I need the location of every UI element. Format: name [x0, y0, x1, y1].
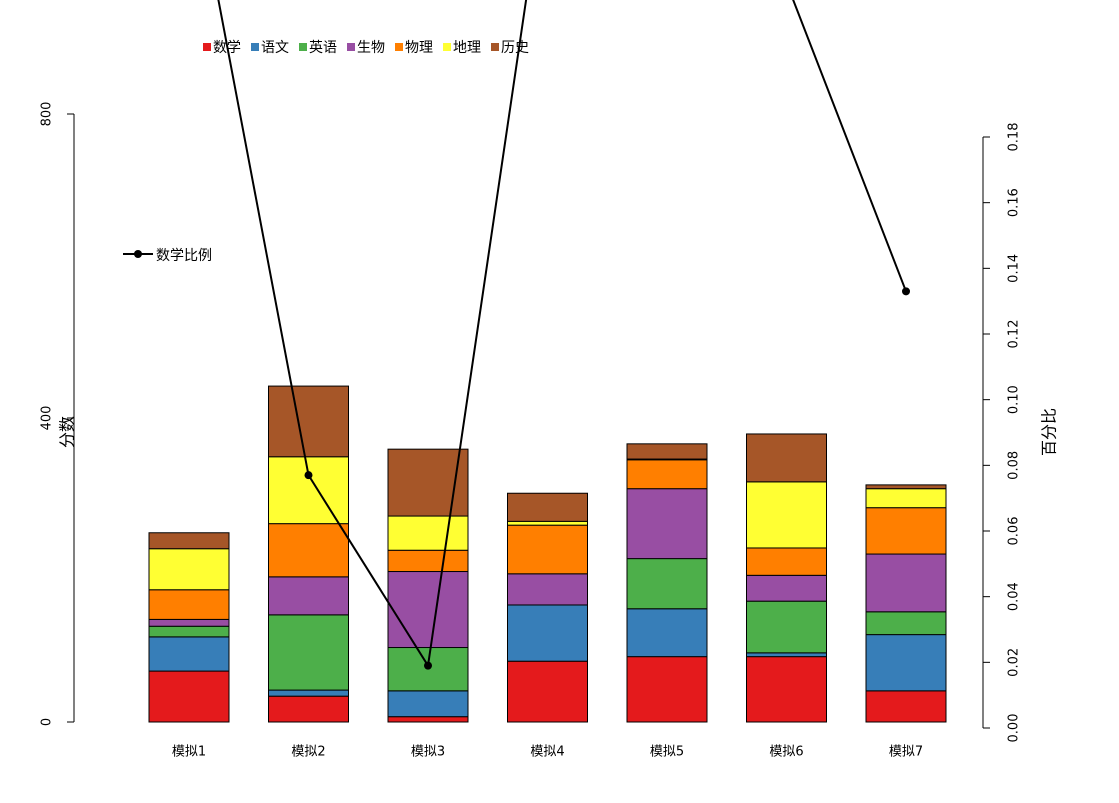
y2-tick-label: 0.18 — [1007, 123, 1022, 152]
bar-segment — [507, 520, 588, 526]
bar-segment — [148, 636, 230, 672]
bar-segment — [507, 524, 588, 575]
bar-segment — [746, 656, 827, 723]
bar-segment — [626, 459, 708, 490]
bar-segment — [507, 660, 588, 723]
bar-segment — [387, 690, 469, 718]
ratio-point — [902, 287, 910, 296]
ratio-point — [424, 661, 432, 670]
legend-label: 语文 — [261, 40, 289, 56]
y-tick-label: 400 — [40, 406, 55, 431]
y2-tick-label: 0.04 — [1007, 582, 1022, 611]
bar-segment — [865, 634, 947, 692]
bar-segment — [387, 571, 469, 649]
bar-segment — [268, 385, 349, 458]
bar-segment — [387, 448, 469, 517]
x-tick-label: 模拟5 — [650, 745, 684, 760]
y-axis-label: 分数 — [58, 416, 77, 448]
x-tick-label: 模拟1 — [172, 745, 206, 760]
y2-axis-label: 百分比 — [1040, 408, 1059, 456]
bar-segment — [865, 553, 947, 613]
bar-segment — [268, 456, 349, 525]
bar-segment — [268, 614, 349, 691]
ratio-point — [304, 471, 313, 480]
bar-segment — [626, 656, 708, 723]
y2-tick-label: 0.14 — [1007, 254, 1022, 283]
legend-label: 生物 — [357, 40, 385, 56]
legend-label: 地理 — [453, 40, 481, 56]
bar-segment — [746, 652, 827, 658]
legend-swatch — [443, 43, 451, 51]
y2-tick-label: 0.10 — [1007, 385, 1022, 414]
legend-label: 数学 — [213, 40, 241, 56]
y-tick-label: 0 — [40, 718, 55, 726]
legend-label: 英语 — [309, 39, 337, 56]
bar-segment — [387, 716, 469, 723]
bar-segment — [626, 558, 708, 610]
bar-segment — [865, 507, 947, 555]
bar-segment — [148, 625, 230, 638]
bar-segment — [865, 488, 947, 509]
legend-swatch — [299, 43, 307, 51]
y2-tick-label: 0.16 — [1007, 188, 1022, 217]
y2-tick-label: 0.08 — [1007, 451, 1022, 480]
bar-segment — [865, 690, 947, 723]
bar-segment — [746, 433, 827, 483]
y2-tick-label: 0.12 — [1007, 320, 1022, 349]
y2-tick-label: 0.02 — [1007, 648, 1022, 677]
bar-segment — [387, 515, 469, 551]
bar-segment — [507, 573, 588, 606]
x-tick-label: 模拟6 — [769, 745, 803, 760]
x-tick-label: 模拟2 — [291, 745, 325, 760]
bar-segment — [387, 549, 469, 573]
legend-swatch — [203, 43, 211, 51]
legend-swatch — [491, 43, 499, 51]
bar-segment — [746, 600, 827, 654]
x-tick-label: 模拟4 — [530, 745, 564, 760]
bar-segment — [148, 589, 230, 620]
legend-swatch — [347, 43, 355, 51]
legend-label: 历史 — [501, 40, 529, 56]
bar-segment — [148, 548, 230, 591]
legend-label: 物理 — [405, 40, 433, 56]
y2-tick-label: 0.06 — [1007, 517, 1022, 546]
x-tick-label: 模拟3 — [411, 745, 445, 760]
bar-segment — [626, 443, 708, 460]
bar-segment — [865, 484, 947, 490]
bar-segment — [746, 547, 827, 576]
bar-segment — [507, 604, 588, 662]
bar-segment — [148, 670, 230, 723]
legend-point — [134, 250, 142, 258]
bar-segment — [507, 492, 588, 522]
legend-label: 数学比例 — [156, 248, 212, 264]
bar-segment — [148, 618, 230, 627]
bar-segment — [746, 574, 827, 602]
bar-segment — [746, 481, 827, 549]
bar-segment — [268, 523, 349, 578]
bar-segment — [268, 576, 349, 616]
y-tick-label: 800 — [40, 102, 55, 127]
bar-segment — [148, 532, 230, 550]
bar-segment — [626, 608, 708, 658]
legend-swatch — [395, 43, 403, 51]
bar-segment — [626, 488, 708, 560]
x-tick-label: 模拟7 — [889, 745, 923, 760]
bar-segment — [268, 695, 349, 723]
bar-segment — [268, 689, 349, 697]
bar-segment — [865, 611, 947, 636]
legend-swatch — [251, 43, 259, 51]
y2-tick-label: 0.00 — [1007, 714, 1022, 743]
